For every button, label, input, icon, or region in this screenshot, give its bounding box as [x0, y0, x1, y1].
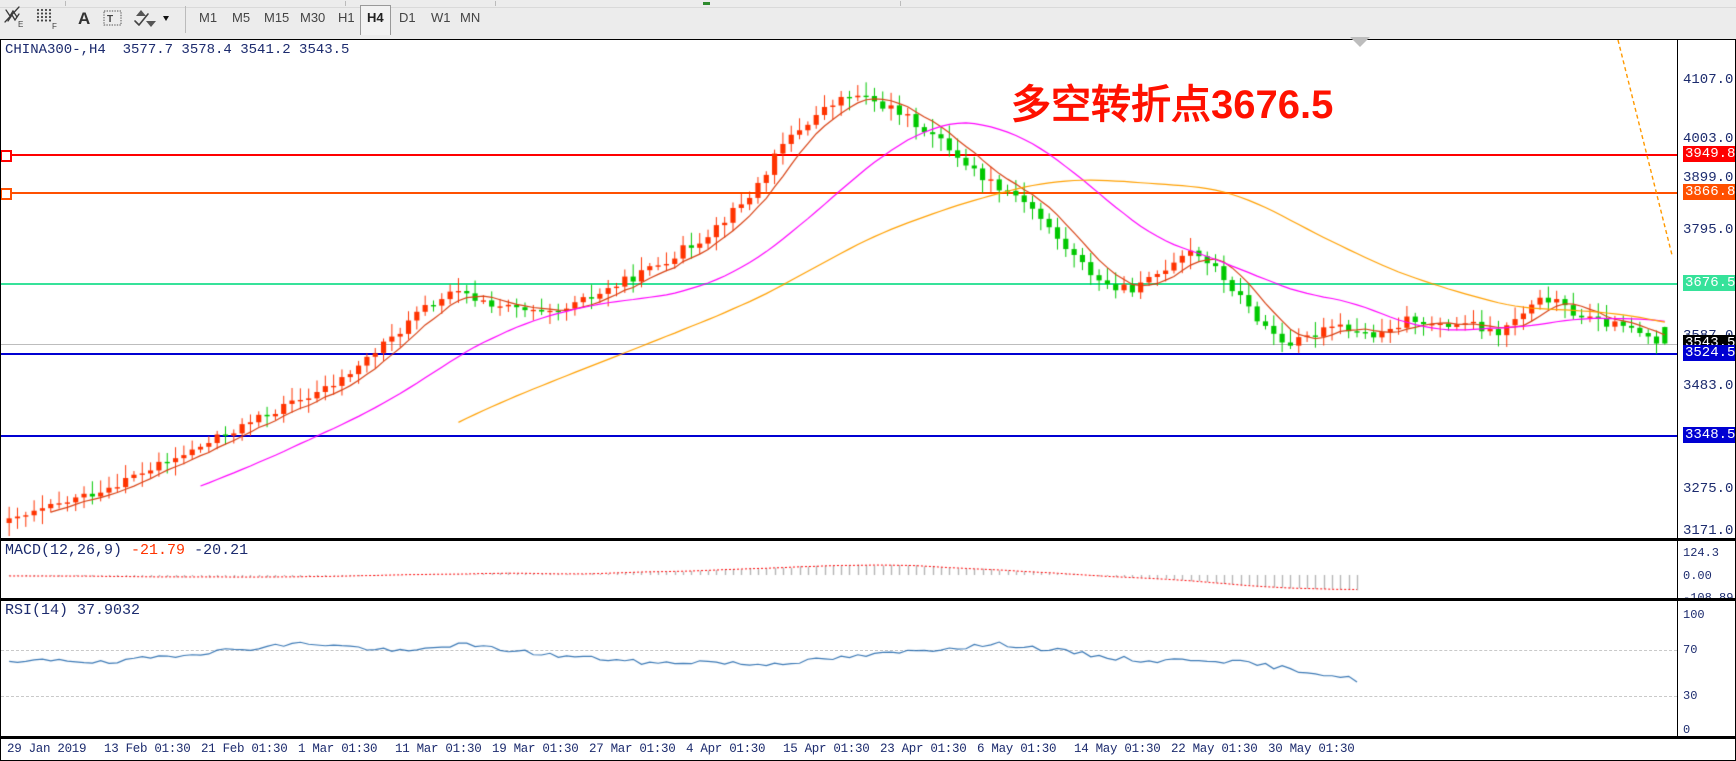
- svg-text:F: F: [52, 22, 57, 30]
- svg-text:E: E: [18, 20, 23, 28]
- svg-text:T: T: [107, 14, 113, 25]
